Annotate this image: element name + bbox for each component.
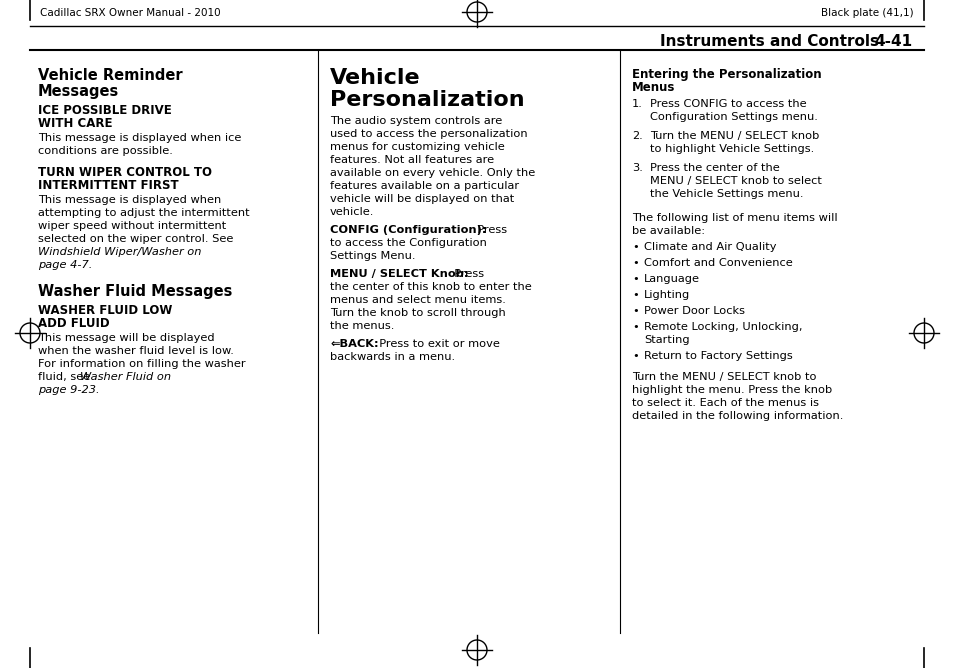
Text: MENU / SELECT Knob:: MENU / SELECT Knob:	[330, 269, 468, 279]
Text: Comfort and Convenience: Comfort and Convenience	[643, 258, 792, 268]
Text: be available:: be available:	[631, 226, 704, 236]
Text: WASHER FLUID LOW: WASHER FLUID LOW	[38, 304, 172, 317]
Text: menus and select menu items.: menus and select menu items.	[330, 295, 505, 305]
Text: attempting to adjust the intermittent: attempting to adjust the intermittent	[38, 208, 250, 218]
Text: Settings Menu.: Settings Menu.	[330, 251, 416, 261]
Text: This message is displayed when ice: This message is displayed when ice	[38, 133, 241, 143]
Text: Turn the knob to scroll through: Turn the knob to scroll through	[330, 308, 505, 318]
Text: Remote Locking, Unlocking,: Remote Locking, Unlocking,	[643, 322, 801, 332]
Text: vehicle.: vehicle.	[330, 207, 374, 217]
Text: This message will be displayed: This message will be displayed	[38, 333, 214, 343]
Text: WITH CARE: WITH CARE	[38, 117, 112, 130]
Text: Cadillac SRX Owner Manual - 2010: Cadillac SRX Owner Manual - 2010	[40, 8, 220, 18]
Text: •: •	[631, 242, 639, 252]
Text: to highlight Vehicle Settings.: to highlight Vehicle Settings.	[649, 144, 814, 154]
Text: •: •	[631, 290, 639, 300]
Text: Press the center of the: Press the center of the	[649, 163, 779, 173]
Text: Press CONFIG to access the: Press CONFIG to access the	[649, 99, 806, 109]
Text: Washer Fluid Messages: Washer Fluid Messages	[38, 284, 233, 299]
Text: features available on a particular: features available on a particular	[330, 181, 518, 191]
Text: 4-41: 4-41	[873, 33, 911, 49]
Text: ICE POSSIBLE DRIVE: ICE POSSIBLE DRIVE	[38, 104, 172, 117]
Text: Instruments and Controls: Instruments and Controls	[659, 33, 878, 49]
Text: highlight the menu. Press the knob: highlight the menu. Press the knob	[631, 385, 831, 395]
Text: Climate and Air Quality: Climate and Air Quality	[643, 242, 776, 252]
Text: •: •	[631, 306, 639, 316]
Text: available on every vehicle. Only the: available on every vehicle. Only the	[330, 168, 535, 178]
Text: to select it. Each of the menus is: to select it. Each of the menus is	[631, 398, 818, 408]
Text: ⇐BACK:: ⇐BACK:	[330, 339, 378, 349]
Text: selected on the wiper control. See: selected on the wiper control. See	[38, 234, 233, 244]
Text: Washer Fluid on: Washer Fluid on	[80, 372, 171, 382]
Text: Lighting: Lighting	[643, 290, 690, 300]
Text: the menus.: the menus.	[330, 321, 394, 331]
Text: The following list of menu items will: The following list of menu items will	[631, 213, 837, 223]
Text: wiper speed without intermittent: wiper speed without intermittent	[38, 221, 226, 231]
Text: This message is displayed when: This message is displayed when	[38, 195, 221, 205]
Text: MENU / SELECT knob to select: MENU / SELECT knob to select	[649, 176, 821, 186]
Text: ADD FLUID: ADD FLUID	[38, 317, 110, 330]
Text: Menus: Menus	[631, 81, 675, 94]
Text: •: •	[631, 351, 639, 361]
Text: Windshield Wiper/Washer on: Windshield Wiper/Washer on	[38, 247, 201, 257]
Text: page 4-7.: page 4-7.	[38, 260, 92, 270]
Text: backwards in a menu.: backwards in a menu.	[330, 352, 455, 362]
Text: •: •	[631, 274, 639, 284]
Text: detailed in the following information.: detailed in the following information.	[631, 411, 842, 421]
Text: 2.: 2.	[631, 131, 642, 141]
Text: Press to exit or move: Press to exit or move	[372, 339, 499, 349]
Text: Power Door Locks: Power Door Locks	[643, 306, 744, 316]
Text: used to access the personalization: used to access the personalization	[330, 129, 527, 139]
Text: 1.: 1.	[631, 99, 642, 109]
Text: fluid, see: fluid, see	[38, 372, 93, 382]
Text: page 9-23.: page 9-23.	[38, 385, 99, 395]
Text: •: •	[631, 322, 639, 332]
Text: menus for customizing vehicle: menus for customizing vehicle	[330, 142, 504, 152]
Text: Language: Language	[643, 274, 700, 284]
Text: when the washer fluid level is low.: when the washer fluid level is low.	[38, 346, 233, 356]
Text: CONFIG (Configuration):: CONFIG (Configuration):	[330, 225, 486, 235]
Text: The audio system controls are: The audio system controls are	[330, 116, 501, 126]
Text: •: •	[631, 258, 639, 268]
Text: Press: Press	[447, 269, 483, 279]
Text: TURN WIPER CONTROL TO: TURN WIPER CONTROL TO	[38, 166, 212, 179]
Text: Turn the MENU / SELECT knob to: Turn the MENU / SELECT knob to	[631, 372, 816, 382]
Text: 3.: 3.	[631, 163, 642, 173]
Text: to access the Configuration: to access the Configuration	[330, 238, 486, 248]
Text: Vehicle: Vehicle	[330, 68, 420, 88]
Text: Vehicle Reminder: Vehicle Reminder	[38, 68, 182, 83]
Text: Configuration Settings menu.: Configuration Settings menu.	[649, 112, 817, 122]
Text: the Vehicle Settings menu.: the Vehicle Settings menu.	[649, 189, 802, 199]
Text: Return to Factory Settings: Return to Factory Settings	[643, 351, 792, 361]
Text: features. Not all features are: features. Not all features are	[330, 155, 494, 165]
Text: For information on filling the washer: For information on filling the washer	[38, 359, 245, 369]
Text: Press: Press	[470, 225, 507, 235]
Text: Entering the Personalization: Entering the Personalization	[631, 68, 821, 81]
Text: vehicle will be displayed on that: vehicle will be displayed on that	[330, 194, 514, 204]
Text: Personalization: Personalization	[330, 90, 524, 110]
Text: the center of this knob to enter the: the center of this knob to enter the	[330, 282, 531, 292]
Text: Turn the MENU / SELECT knob: Turn the MENU / SELECT knob	[649, 131, 819, 141]
Text: conditions are possible.: conditions are possible.	[38, 146, 172, 156]
Text: Messages: Messages	[38, 84, 119, 99]
Text: Black plate (41,1): Black plate (41,1)	[821, 8, 913, 18]
Text: Starting: Starting	[643, 335, 689, 345]
Text: INTERMITTENT FIRST: INTERMITTENT FIRST	[38, 179, 178, 192]
